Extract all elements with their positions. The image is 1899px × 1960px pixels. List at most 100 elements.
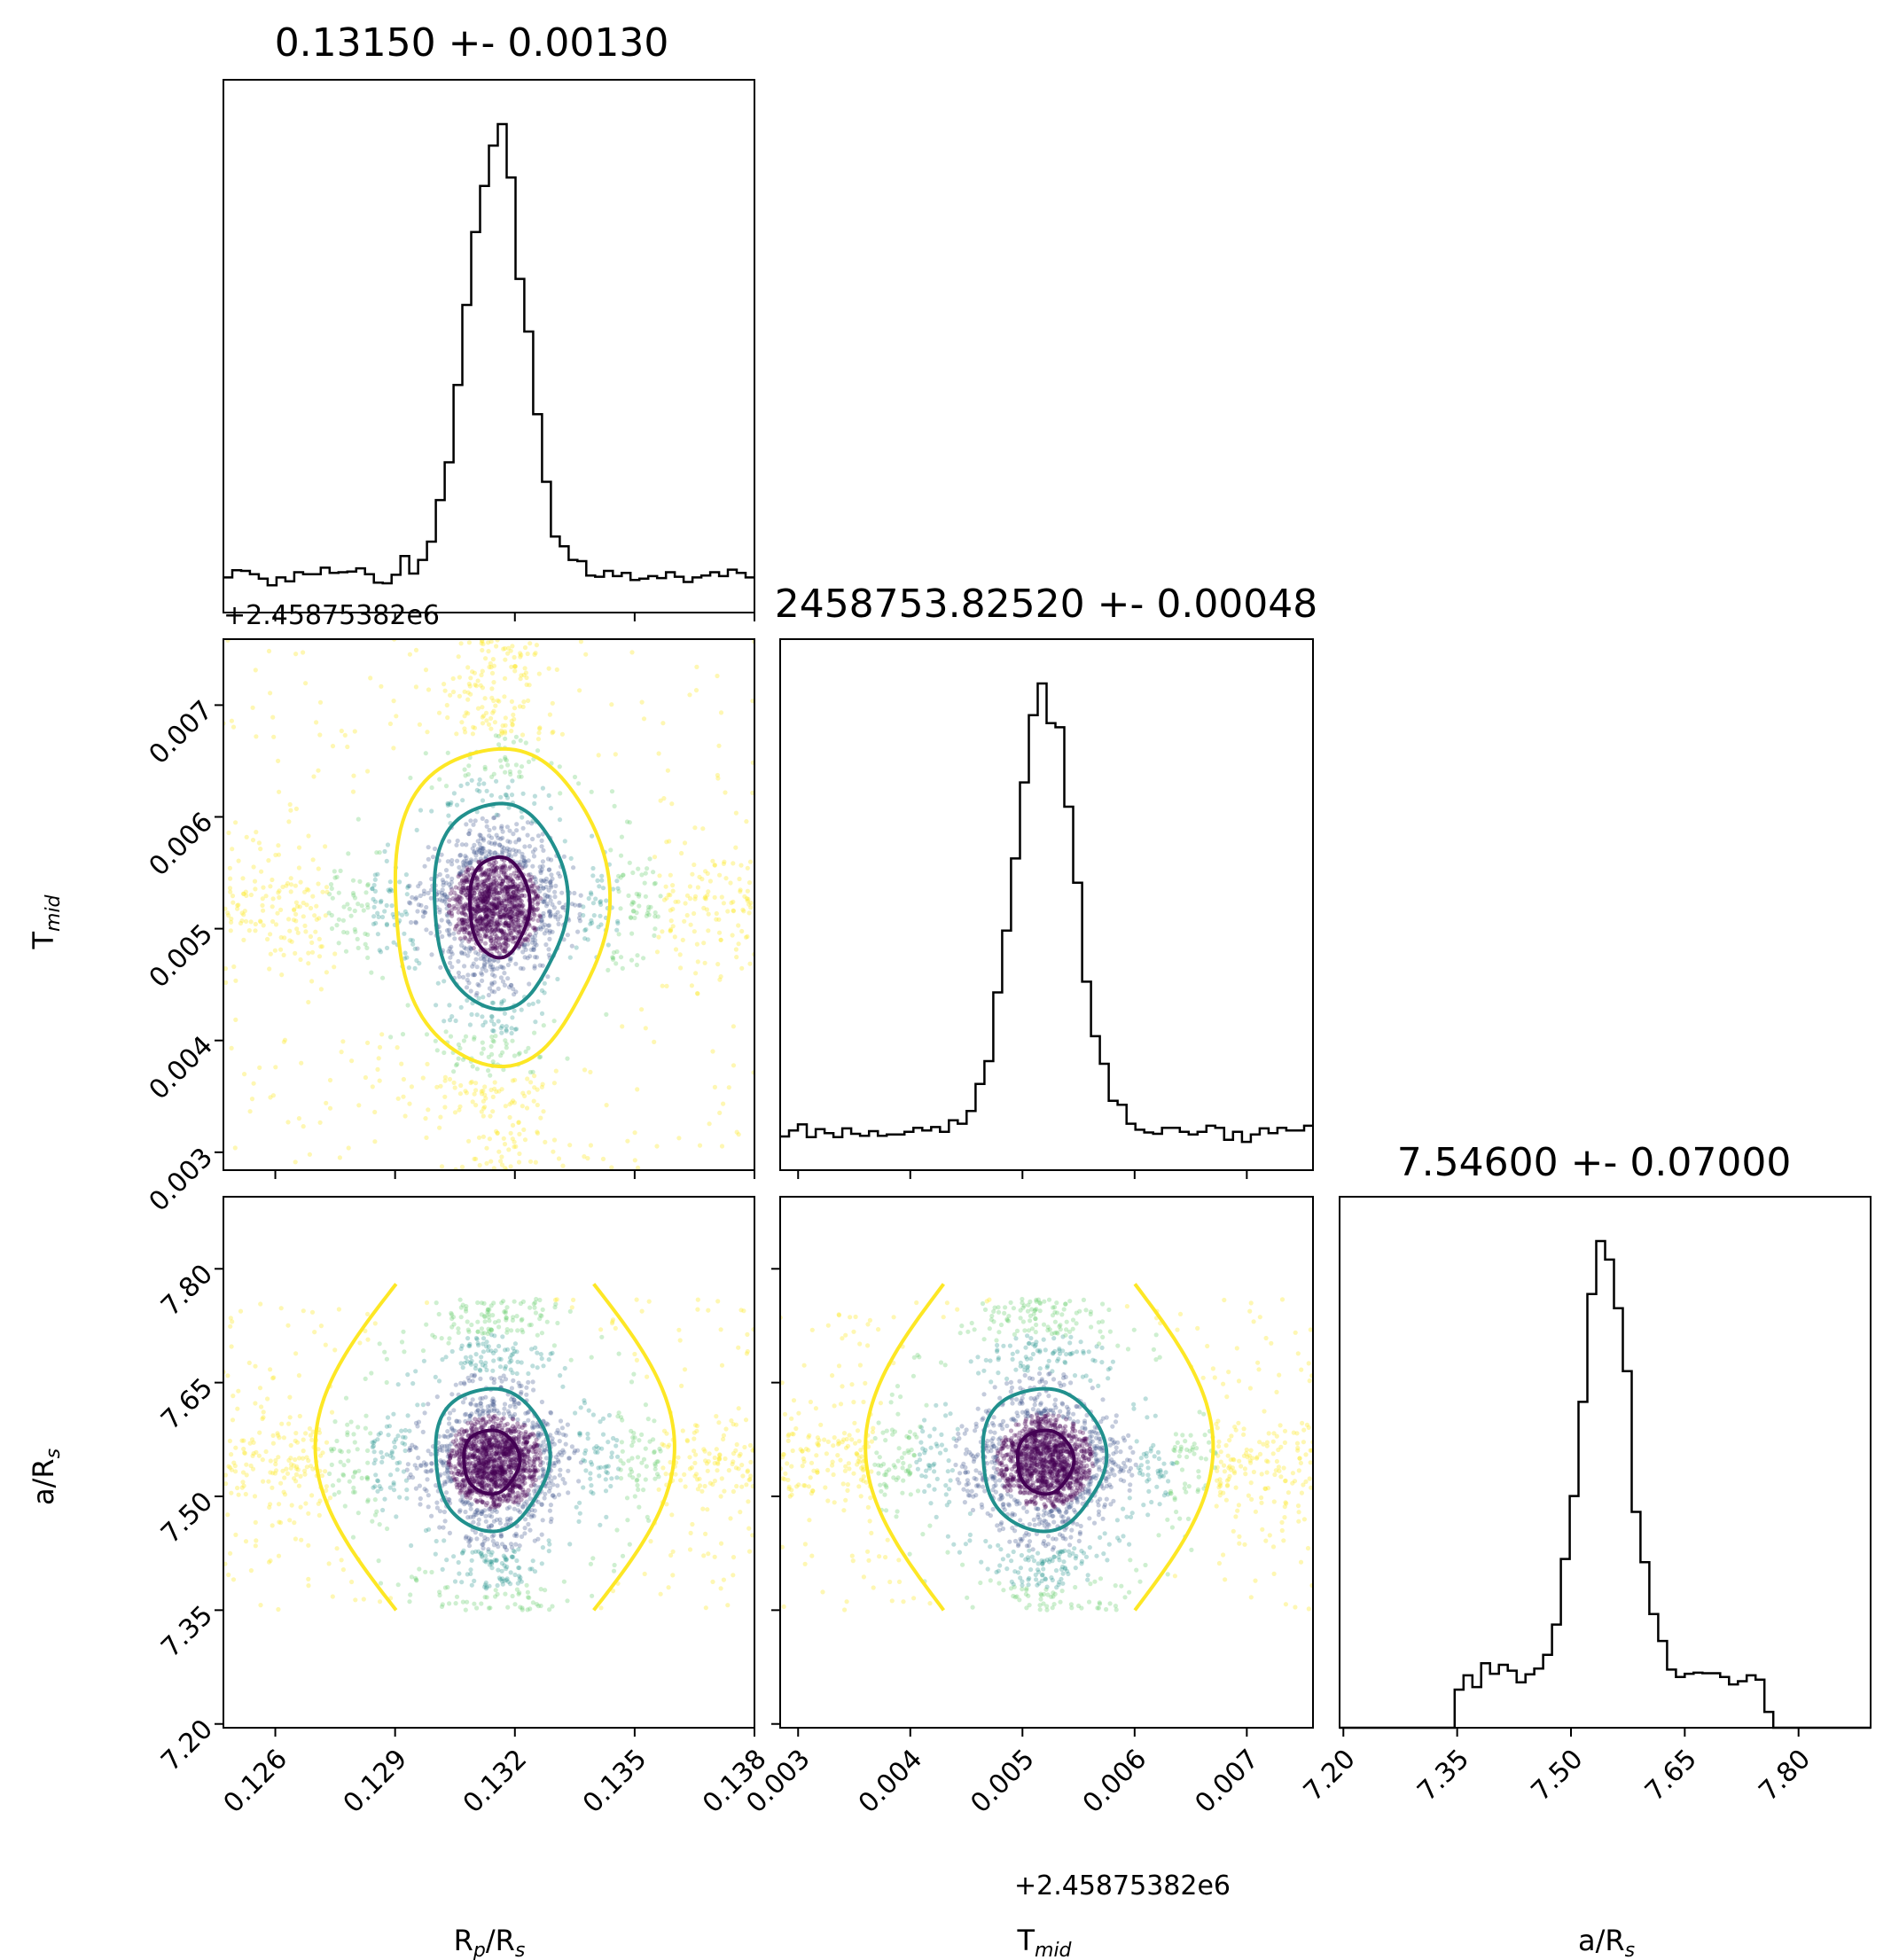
sample-point <box>492 1458 497 1464</box>
sample-point <box>481 1455 486 1460</box>
sample-point <box>477 1463 482 1468</box>
sample-point <box>616 1410 621 1416</box>
sample-point <box>687 1455 692 1460</box>
sample-point <box>276 890 281 895</box>
sample-point <box>491 861 496 866</box>
sample-point <box>546 1549 551 1554</box>
sample-point <box>539 1084 545 1089</box>
sample-point <box>365 882 371 887</box>
sample-point <box>503 1480 508 1486</box>
sample-point <box>534 643 540 648</box>
sample-point <box>523 1410 528 1416</box>
sample-point <box>416 1419 421 1425</box>
sample-point <box>488 1506 493 1511</box>
sample-point <box>467 828 473 833</box>
sample-point <box>486 1443 492 1449</box>
sample-point <box>229 718 234 723</box>
sample-point <box>550 1350 555 1355</box>
sample-point <box>474 1471 480 1476</box>
sample-point <box>462 1428 467 1433</box>
sample-point <box>495 1476 500 1481</box>
sample-point <box>475 981 481 987</box>
sample-point <box>477 847 482 853</box>
sample-point <box>352 1440 357 1445</box>
sample-point <box>267 966 272 972</box>
sample-point <box>408 1592 413 1597</box>
sample-point <box>547 1508 553 1513</box>
sample-point <box>473 1456 478 1462</box>
sample-point <box>535 737 542 742</box>
sample-point <box>486 1440 492 1445</box>
sample-point <box>520 918 527 924</box>
sample-point <box>499 1030 504 1035</box>
sample-point <box>484 1433 489 1439</box>
sample-point <box>488 665 494 670</box>
sample-point <box>527 1323 532 1328</box>
sample-point <box>620 872 626 878</box>
sample-point <box>516 1565 521 1571</box>
sample-point <box>489 982 495 988</box>
sample-point <box>469 1558 474 1563</box>
sample-point <box>261 908 266 913</box>
sample-point <box>702 895 707 901</box>
sample-point <box>668 928 673 933</box>
sample-point <box>479 1312 484 1317</box>
sample-point <box>505 875 512 881</box>
sample-point <box>287 928 293 933</box>
sample-point <box>569 902 575 907</box>
sample-point <box>503 1555 508 1560</box>
sample-point <box>494 1452 499 1457</box>
sample-point <box>302 889 308 894</box>
sample-point <box>494 923 499 929</box>
sample-point <box>494 1462 499 1467</box>
sample-point <box>504 1452 509 1457</box>
sample-point <box>404 955 410 960</box>
sample-point <box>494 1444 499 1449</box>
sample-point <box>316 866 321 871</box>
sample-point <box>417 722 422 727</box>
sample-point <box>459 889 465 895</box>
sample-point <box>557 1431 562 1436</box>
sample-point <box>483 1360 488 1365</box>
sample-point <box>508 891 514 896</box>
sample-point <box>472 891 477 896</box>
sample-point <box>504 848 510 854</box>
sample-point <box>512 1426 518 1432</box>
sample-point <box>483 1435 488 1441</box>
sample-point <box>668 893 673 898</box>
sample-point <box>505 1579 512 1584</box>
sample-point <box>502 1440 508 1445</box>
sample-point <box>504 1558 509 1563</box>
sample-point <box>483 895 488 901</box>
sample-point <box>506 898 512 903</box>
sample-point <box>520 893 525 898</box>
sample-point <box>528 877 533 882</box>
sample-point <box>457 1509 463 1514</box>
sample-point <box>480 668 485 674</box>
sample-point <box>512 1452 517 1457</box>
sample-point <box>628 915 634 920</box>
sample-point <box>750 790 754 795</box>
sample-point <box>520 1104 525 1109</box>
sample-point <box>448 1463 453 1468</box>
sample-point <box>463 906 468 911</box>
sample-point <box>501 1067 506 1073</box>
sample-point <box>506 1464 512 1470</box>
sample-point <box>448 1455 453 1461</box>
sample-point <box>346 1458 351 1464</box>
sample-point <box>445 750 450 755</box>
sample-point <box>519 1317 524 1323</box>
sample-point <box>479 883 485 888</box>
sample-point <box>692 1423 699 1428</box>
sample-point <box>514 828 520 833</box>
sample-point <box>482 894 488 901</box>
sample-point <box>489 927 495 933</box>
sample-point <box>472 1578 477 1583</box>
sample-point <box>518 738 523 743</box>
sample-point <box>395 1433 401 1439</box>
sample-point <box>477 909 482 914</box>
sample-point <box>494 1517 500 1522</box>
sample-point <box>481 1098 487 1104</box>
sample-point <box>512 919 519 925</box>
sample-point <box>223 966 228 972</box>
